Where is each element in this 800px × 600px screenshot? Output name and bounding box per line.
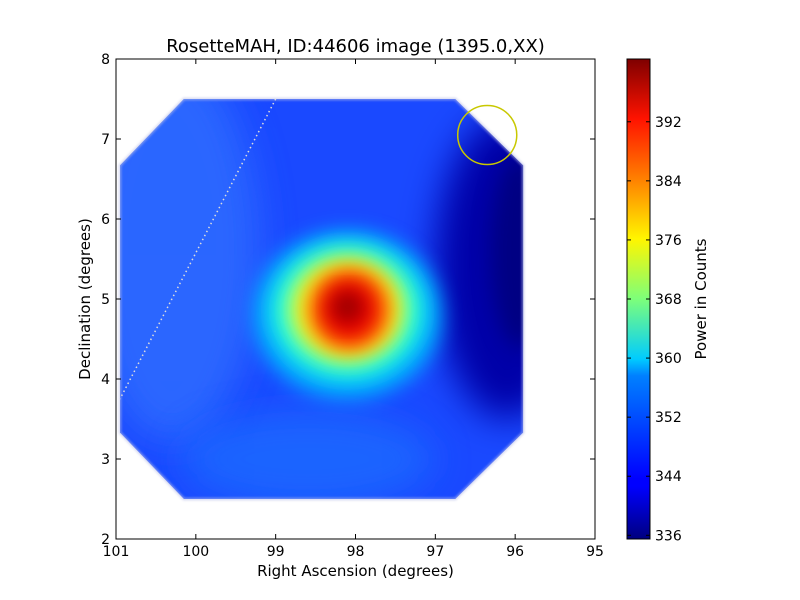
heatmap-image — [119, 98, 525, 500]
chart-title: RosetteMAH, ID:44606 image (1395.0,XX) — [166, 36, 545, 57]
x-tick-label: 95 — [586, 544, 604, 560]
y-axis-label: Declination (degrees) — [76, 218, 94, 380]
y-tick-label: 7 — [101, 132, 110, 148]
colorbar-tick-label: 368 — [655, 292, 682, 308]
x-tick-label: 96 — [506, 544, 524, 560]
x-axis-label: Right Ascension (degrees) — [257, 562, 454, 580]
heatmap-south-region — [179, 411, 436, 499]
x-tick-label: 97 — [426, 544, 444, 560]
x-tick-label: 99 — [267, 544, 285, 560]
heatmap-east-edge — [491, 155, 524, 347]
x-tick-label: 98 — [347, 544, 365, 560]
heatmap-peak — [331, 291, 364, 323]
heatmap-footprint-edge — [119, 98, 525, 500]
y-tick-label: 2 — [101, 532, 110, 548]
colorbar-tick-label: 344 — [655, 469, 682, 485]
x-tick-label: 100 — [182, 544, 209, 560]
y-tick-label: 6 — [101, 212, 110, 228]
circle-marker — [456, 104, 518, 166]
y-tick-label: 8 — [101, 52, 110, 68]
colorbar-tick-label: 336 — [655, 528, 682, 544]
colorbar-tick-label: 376 — [655, 233, 682, 249]
heatmap-west-region — [120, 99, 260, 443]
colorbar-tick-label: 352 — [655, 410, 682, 426]
colorbar-tick-label: 360 — [655, 351, 682, 367]
x-axis: 101 100 99 98 97 96 95 — [103, 59, 604, 560]
y-tick-label: 5 — [101, 292, 110, 308]
y-tick-label: 4 — [101, 372, 110, 388]
y-tick-label: 3 — [101, 452, 110, 468]
y-axis: 2 3 4 5 6 7 8 — [101, 52, 595, 548]
colorbar-ticks: 336 344 352 360 368 376 384 392 — [627, 115, 682, 544]
colorbar-label: Power in Counts — [692, 238, 710, 359]
x-tick-label: 101 — [103, 544, 130, 560]
colorbar-tick-label: 384 — [655, 174, 682, 190]
colorbar-tick-label: 392 — [655, 115, 682, 131]
colorbar: 336 344 352 360 368 376 384 392 Power in Counts — [626, 58, 710, 544]
